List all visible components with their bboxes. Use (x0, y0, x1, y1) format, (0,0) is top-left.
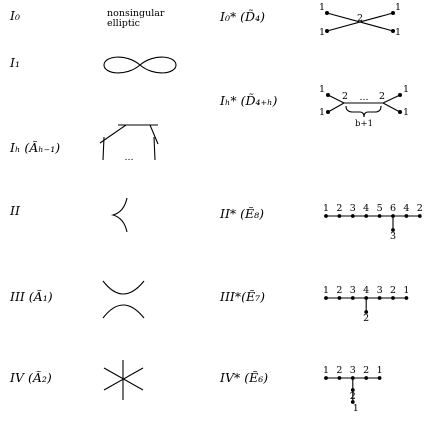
label-type-iv: IV (Ã₂) (10, 370, 52, 385)
dynkin-node (337, 214, 342, 218)
dynkin-node-label: 1 (377, 365, 383, 376)
dynkin-node-label: 4 (363, 285, 369, 296)
node (391, 29, 395, 33)
node (325, 11, 329, 15)
dynkin-node-label: 5 (377, 203, 383, 214)
label-type-iv-star: IV* (Ẽ₆) (220, 370, 269, 385)
label-type-ib-star: Iₕ* (D̃₄₊ₕ) (220, 93, 278, 108)
dynkin-node-label: 3 (350, 285, 356, 296)
node (398, 93, 402, 97)
dynkin-node-label: 4 (363, 203, 369, 214)
dynkin-node-label: 1 (323, 203, 329, 214)
node-label: 1 (319, 84, 325, 95)
dynkin-node-label: 2 (363, 365, 369, 376)
node-label: 1 (395, 2, 401, 13)
dynkin-node-label: 1 (323, 365, 329, 376)
dynkin-node-label: 2 (336, 203, 342, 214)
dynkin-node-label: 1 (323, 285, 329, 296)
dynkin-diagrams: 123456423123432121232121 (323, 203, 423, 414)
dynkin-node-label: 3 (390, 231, 396, 242)
dynkin-node (337, 296, 342, 300)
node-label: 1 (403, 107, 409, 118)
node-label: 1 (319, 27, 325, 38)
dynkin-node (364, 376, 369, 380)
dynkin-node-label: 3 (350, 203, 356, 214)
label-type-iii: III (Ã₁) (10, 289, 53, 304)
dynkin-node (377, 376, 382, 380)
dynkin-node (391, 296, 395, 300)
cycle-curves-ib (99, 124, 159, 161)
node-label: 2 (379, 91, 385, 102)
dynkin-node (364, 310, 369, 314)
dynkin-node (350, 296, 355, 300)
node-label: 1 (403, 84, 409, 95)
dynkin-node (404, 214, 409, 218)
label-type-i0: I₀ (10, 8, 20, 23)
concurrent-lines-iv (103, 360, 144, 400)
label-type-iii-star: III*(Ẽ₇) (220, 289, 265, 304)
dynkin-node (404, 296, 409, 300)
dynkin-node-label: 1 (403, 285, 409, 296)
dynkin-node-label: 6 (390, 203, 396, 214)
node-label: 1 (395, 27, 401, 38)
dynkin-node (350, 214, 355, 218)
brace-label: b+1 (355, 119, 373, 129)
nonsingular-line2: elliptic (107, 18, 140, 29)
node-label: 2 (342, 91, 348, 102)
node-label: 1 (319, 2, 325, 13)
dynkin-node (324, 296, 328, 300)
dynkin-node-label: 3 (350, 365, 356, 376)
dynkin-node-label: 3 (377, 285, 383, 296)
dynkin-node (324, 376, 328, 380)
label-type-i1: I₁ (10, 55, 20, 70)
dynkin-node-label: 2 (390, 285, 396, 296)
dynkin-node-label: 2 (336, 365, 342, 376)
brace-b (345, 105, 382, 118)
node (326, 93, 330, 97)
node (326, 110, 330, 114)
node (398, 110, 402, 114)
cycle-dots: ... (124, 152, 133, 163)
dynkin-node (377, 296, 382, 300)
dynkin-node (364, 214, 369, 218)
dynkin-node (391, 228, 395, 232)
label-type-i0-star: I₀* (D̃₄) (220, 9, 265, 24)
dynkin-node-label: 2 (363, 313, 369, 324)
node-label: 2 (357, 13, 363, 24)
label-type-ii-star: II* (Ẽ₈) (220, 206, 264, 221)
dynkin-node (417, 214, 422, 218)
tangent-curves-iii (102, 280, 145, 319)
label-type-ii: II (10, 203, 20, 218)
node-label: 1 (319, 107, 325, 118)
dynkin-node-label: 1 (353, 403, 359, 414)
dynkin-node (337, 376, 342, 380)
dynkin-node-label: 2 (336, 285, 342, 296)
label-type-ib: Iₕ (Ãₕ₋₁) (10, 140, 61, 155)
nodal-curve-i1 (103, 56, 177, 74)
nonsingular-line1: nonsingular (107, 8, 165, 19)
chain-dots: ... (359, 92, 368, 103)
dynkin-node (377, 214, 382, 218)
nonsingular-label: nonsingular elliptic (107, 9, 164, 29)
dynkin-node-label: 2 (417, 203, 423, 214)
dynkin-node-label: 4 (403, 203, 409, 214)
dynkin-node (324, 214, 328, 218)
node (391, 11, 395, 15)
cusp-curve-ii (110, 197, 128, 233)
node (325, 29, 329, 33)
dynkin-node (350, 400, 355, 404)
